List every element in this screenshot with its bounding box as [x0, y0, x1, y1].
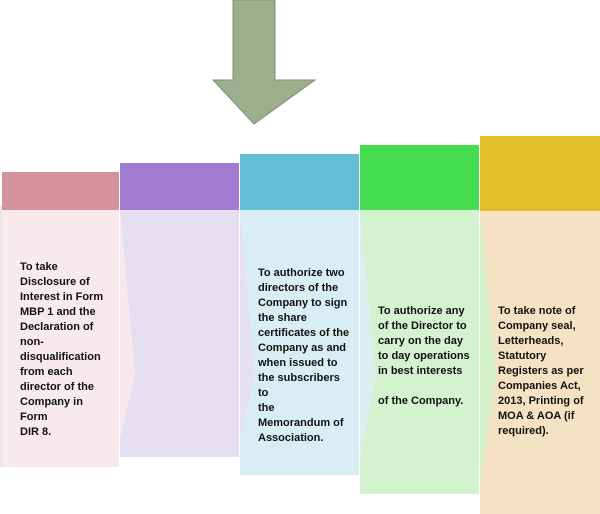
step-5-header — [480, 136, 600, 211]
step-4-header — [360, 145, 479, 210]
step-3-body — [240, 210, 359, 475]
down-arrow-shape — [211, 0, 317, 125]
step-3: To authorize two directors of the Compan… — [240, 154, 359, 475]
step-4-text: To authorize any of the Director to carr… — [378, 305, 470, 407]
step-2-body — [120, 210, 239, 457]
step-1-header — [2, 172, 119, 210]
step-5-body — [480, 211, 600, 514]
step-2 — [120, 163, 239, 457]
step-4: To authorize any of the Director to carr… — [360, 145, 479, 494]
step-3-text: To authorize two directors of the Compan… — [258, 267, 350, 444]
step-1: To take Disclosure of Interest in Form M… — [2, 172, 119, 467]
step-1-text: To take Disclosure of Interest in Form M… — [20, 261, 104, 438]
step-5-text: To take note of Company seal, Letterhead… — [498, 305, 584, 437]
down-arrow-icon — [211, 0, 317, 125]
step-4-body — [360, 210, 479, 494]
step-1-body — [2, 210, 119, 467]
step-2-header — [120, 163, 239, 210]
step-3-header — [240, 154, 359, 210]
step-5: To take note of Company seal, Letterhead… — [480, 136, 600, 514]
